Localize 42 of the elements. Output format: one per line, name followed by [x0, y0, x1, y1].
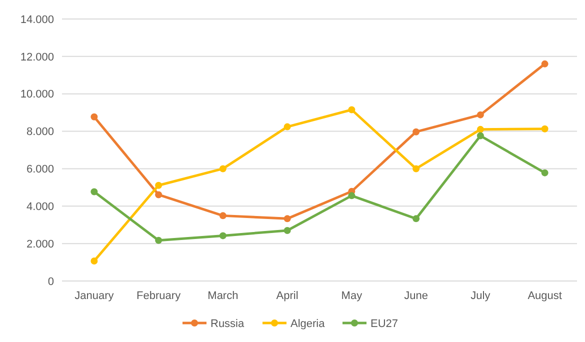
point	[476, 111, 484, 118]
point	[412, 215, 420, 222]
x-tick-label: May	[341, 290, 363, 302]
x-tick-label: April	[276, 290, 298, 302]
point	[412, 128, 420, 136]
point	[541, 60, 548, 68]
y-tick-label: 4.000	[26, 200, 54, 213]
x-tick-label: July	[470, 290, 491, 302]
point	[90, 257, 98, 264]
point	[284, 226, 291, 234]
x-tick-label: June	[404, 290, 428, 302]
y-tick-label: 8.000	[26, 126, 54, 138]
legend-label: Algeria	[290, 318, 326, 330]
legend-label: EU27	[370, 318, 398, 330]
y-tick-label: 10.000	[20, 88, 54, 101]
point	[541, 169, 548, 176]
point	[412, 165, 420, 172]
point	[90, 113, 98, 120]
point	[155, 182, 162, 189]
point	[219, 165, 226, 172]
y-tick-label: 14.000	[20, 14, 54, 26]
point	[476, 126, 484, 133]
point	[155, 236, 162, 244]
x-tick-label: August	[528, 290, 562, 302]
y-tick-label: 0	[48, 276, 54, 288]
point	[90, 188, 98, 196]
x-tick-label: March	[208, 290, 238, 302]
x-tick-label: January	[74, 290, 114, 302]
point	[541, 125, 548, 132]
point	[348, 106, 356, 114]
legend-label: Russia	[210, 318, 246, 330]
y-tick-label: 2.000	[26, 238, 54, 250]
x-tick-label: February	[136, 290, 182, 302]
point	[219, 212, 226, 220]
point	[476, 132, 484, 140]
point	[348, 192, 356, 200]
y-tick-label: 12.000	[20, 51, 54, 64]
point	[155, 191, 162, 198]
point	[284, 215, 291, 222]
y-tick-label: 6.000	[26, 164, 54, 176]
point	[219, 232, 226, 240]
point	[284, 123, 291, 130]
